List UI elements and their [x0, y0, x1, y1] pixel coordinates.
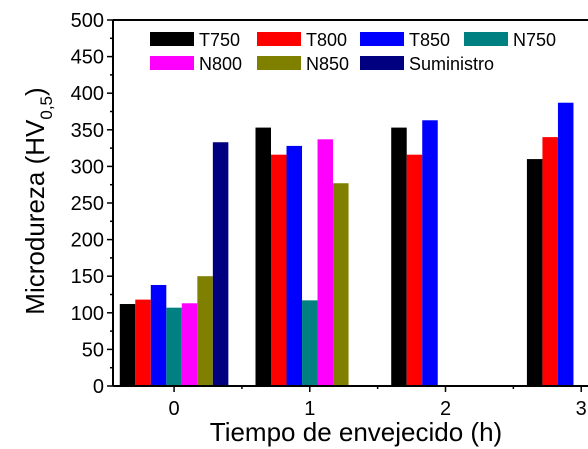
- legend-swatch-n850: [257, 56, 301, 70]
- y-tick-label: 50: [82, 339, 104, 361]
- bar-suministro-0: [212, 142, 229, 386]
- y-tick-label: 100: [71, 303, 104, 325]
- legend-label-n750: N750: [513, 30, 556, 50]
- y-tick-label: 450: [71, 47, 104, 69]
- x-axis-title: Tiempo de envejecido (h): [210, 417, 502, 447]
- legend-swatch-t800: [257, 32, 301, 46]
- bar-n850-1: [333, 183, 349, 386]
- legend: T750 T800 T850 N750 N800 N850 Suministro: [150, 30, 556, 74]
- legend-label-n800: N800: [199, 54, 242, 74]
- x-tick-label: 1: [304, 398, 315, 420]
- y-axis-title: Microdureza (HV0,5): [20, 87, 56, 314]
- bar-t750-1: [255, 127, 271, 386]
- legend-label-t850: T850: [409, 30, 450, 50]
- legend-swatch-n750: [464, 32, 508, 46]
- legend-swatch-n800: [150, 56, 194, 70]
- bars-layer: [119, 102, 574, 386]
- legend-label-suministro: Suministro: [409, 54, 494, 74]
- ticks-layer: 0 50 100 150 200 250 300 350 400 450 500 0 1 2 3: [71, 10, 587, 420]
- legend-label-t800: T800: [306, 30, 347, 50]
- bar-n850-0: [197, 276, 213, 386]
- bar-t800-2: [406, 154, 423, 386]
- bar-t750-0: [119, 304, 136, 386]
- y-tick-label: 250: [71, 193, 104, 215]
- x-tick-label: 3: [576, 398, 587, 420]
- bar-t800-1: [271, 154, 287, 386]
- x-tick-label: 0: [169, 398, 180, 420]
- y-tick-label: 350: [71, 120, 104, 142]
- legend-label-n850: N850: [306, 54, 349, 74]
- bar-n750-1: [302, 300, 318, 386]
- y-tick-label: 400: [71, 83, 104, 105]
- legend-swatch-t750: [150, 32, 194, 46]
- bar-n750-0: [166, 307, 182, 386]
- bar-t850-0: [150, 284, 167, 386]
- x-tick-label: 2: [440, 398, 451, 420]
- bar-t800-0: [135, 299, 151, 386]
- bar-t800-3: [542, 137, 558, 386]
- legend-label-t750: T750: [199, 30, 240, 50]
- legend-swatch-t850: [360, 32, 404, 46]
- legend-swatch-suministro: [360, 56, 404, 70]
- y-tick-label: 150: [71, 266, 104, 288]
- bar-t850-3: [557, 102, 574, 386]
- y-tick-label: 0: [93, 376, 104, 398]
- bar-n800-0: [181, 303, 198, 386]
- bar-t850-1: [286, 145, 303, 386]
- y-tick-label: 500: [71, 10, 104, 32]
- y-tick-label: 300: [71, 156, 104, 178]
- y-tick-label: 200: [71, 230, 104, 252]
- bar-t850-2: [422, 120, 438, 386]
- bar-n800-1: [317, 139, 334, 386]
- bar-t750-2: [391, 127, 407, 386]
- bar-t750-3: [526, 159, 543, 386]
